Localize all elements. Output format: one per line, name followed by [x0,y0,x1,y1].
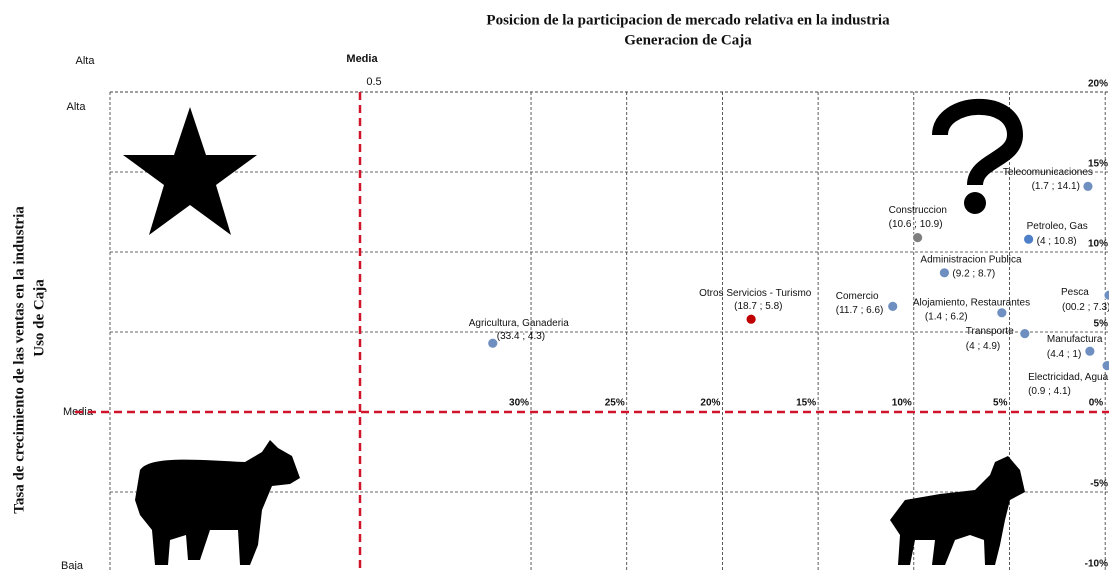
point-annotation: (33.4 ; 4.3) [497,331,545,342]
chart-subtitle: Generacion de Caja [624,32,752,48]
x-tick-label: 5% [993,398,1008,409]
point-annotation: (18.7 ; 5.8) [734,301,782,312]
y-axis-subtitle: Uso de Caja [31,279,47,357]
y-tick-label: -10% [1085,559,1108,570]
y-axis-title: Tasa de crecimiento de las ventas en la … [11,206,27,514]
point-annotation: (10.6 ; 10.9) [889,219,943,230]
point-name: Comercio [836,291,879,302]
dog-icon [890,456,1025,565]
question-icon [932,98,1024,214]
side-alta: Alta [67,101,87,113]
point-name: Pesca [1061,287,1089,298]
point-name: Construccion [889,205,947,216]
point-annotation: (0.9 ; 4.1) [1028,386,1071,397]
chart-title: Posicion de la participacion de mercado … [486,12,890,28]
x-tick-label: 30% [509,398,529,409]
point-name: Manufactura [1047,334,1103,345]
point-name: Electricidad, Agua [1028,372,1108,383]
side-baja: Baja [61,560,84,570]
point-name: Alojamiento, Restaurantes [913,297,1030,308]
point-annotation: (1.4 ; 6.2) [925,311,968,322]
x-tick-label: 20% [700,398,720,409]
x-tick-label: 10% [892,398,912,409]
data-point [1084,345,1096,357]
point-name: Telecomunicaciones [1003,167,1093,178]
data-point [887,300,899,312]
x-tick-label: 25% [605,398,625,409]
cow-icon [135,440,300,565]
point-annotation: (1.7 ; 14.1) [1032,181,1080,192]
data-point [1023,233,1035,245]
point-annotation: (11.7 ; 6.6) [836,305,884,316]
point-annotation: (9.2 ; 8.7) [952,268,995,279]
star-icon [123,107,257,235]
data-point [939,267,950,279]
y-tick-label: 15% [1088,159,1108,170]
x-tick-label: 15% [796,398,816,409]
x-tick-label: 0% [1089,398,1104,409]
data-point [1101,360,1109,371]
top-alta: Alta [76,55,96,67]
data-point [487,337,499,349]
data-point [1103,289,1109,301]
point-annotation: (4 ; 10.8) [1037,236,1077,247]
point-name: Administracion Publica [920,254,1022,265]
point-annotation: (4.4 ; 1) [1047,349,1081,360]
data-point [912,232,924,244]
data-point [996,307,1008,319]
y-tick-label: 5% [1094,319,1109,330]
y-tick-label: 20% [1088,79,1108,90]
y-tick-label: -5% [1090,479,1108,490]
point-annotation: (4 ; 4.9) [966,341,1000,352]
point-name: Petroleo, Gas [1027,221,1088,232]
y-tick-label: 10% [1088,239,1108,250]
point-annotation: (00.2 ; 7.3) [1062,302,1109,313]
point-name: Otros Servicios - Turismo [699,288,812,299]
top-media: Media [346,53,378,65]
point-name: Agricultura, Ganaderia [469,318,569,329]
data-point [1019,328,1031,340]
data-point [1082,180,1094,192]
data-point [745,313,757,325]
top-media-value: 0.5 [366,76,381,88]
point-name: Transporte [966,326,1014,337]
